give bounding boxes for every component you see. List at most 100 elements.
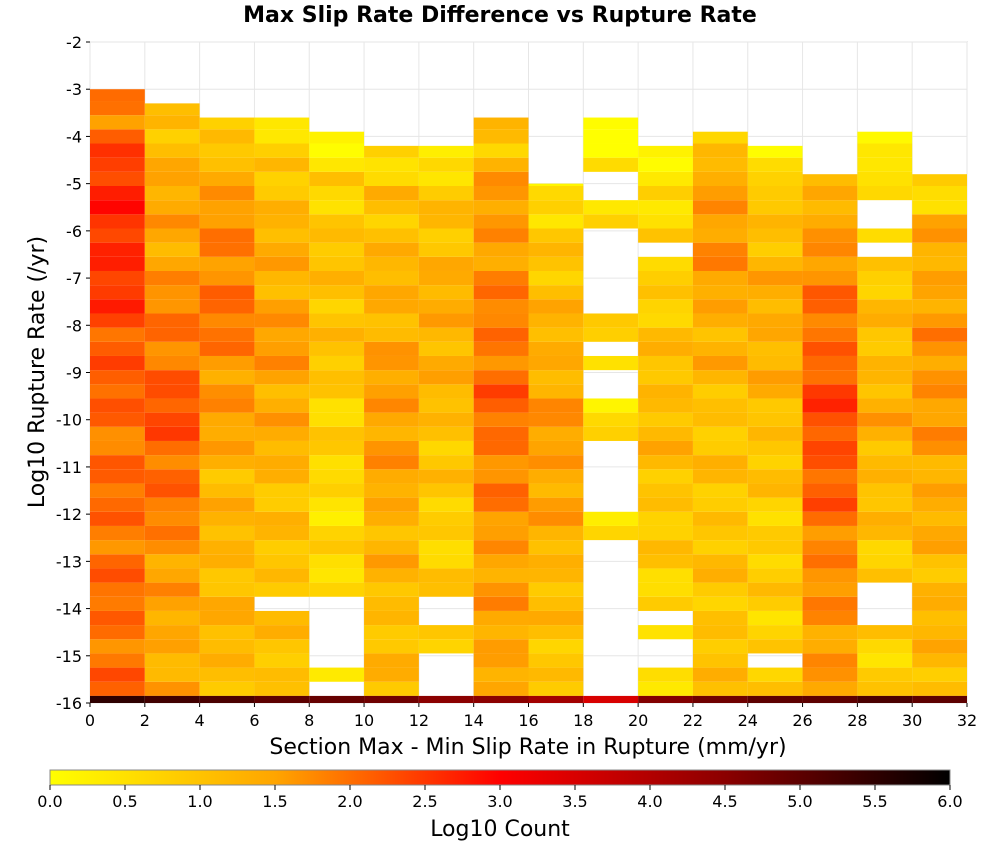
heatmap-cell: [912, 398, 967, 413]
heatmap-cell: [364, 511, 419, 526]
heatmap-cell: [747, 341, 803, 356]
heatmap-cell: [254, 412, 310, 427]
heatmap-cell: [199, 200, 255, 215]
heatmap-cell: [638, 355, 693, 371]
heatmap-cell: [802, 653, 858, 668]
heatmap-cell: [583, 355, 639, 371]
heatmap-cell: [418, 157, 474, 172]
heatmap-cell: [583, 129, 639, 144]
y-tick-label: -13: [56, 552, 82, 571]
heatmap-cell: [747, 157, 803, 172]
heatmap-cell: [254, 313, 310, 328]
heatmap-cell: [528, 285, 584, 300]
heatmap-cell: [912, 370, 967, 385]
colorbar: [49, 769, 951, 786]
heatmap-cell: [199, 412, 255, 427]
heatmap-cell: [583, 398, 639, 413]
heatmap-cell: [857, 143, 913, 158]
heatmap-cell: [528, 313, 584, 328]
heatmap-cell: [473, 313, 529, 328]
heatmap-cell: [692, 157, 748, 172]
colorbar-tick-label: 2.0: [337, 792, 362, 811]
heatmap-cell: [364, 171, 419, 187]
heatmap-cell: [692, 596, 748, 611]
heatmap-cell: [747, 582, 803, 597]
heatmap-cell: [199, 554, 255, 569]
heatmap-cell: [90, 186, 145, 201]
heatmap-cell: [199, 117, 255, 130]
heatmap-cell: [90, 610, 145, 626]
heatmap-cell: [199, 242, 255, 257]
heatmap-cell: [473, 171, 529, 187]
heatmap-cell: [638, 157, 693, 172]
heatmap-cell: [364, 667, 419, 682]
heatmap-cell: [857, 554, 913, 569]
heatmap-cell: [857, 384, 913, 399]
x-tick-label: 2: [140, 711, 150, 730]
heatmap-cell: [199, 511, 255, 526]
heatmap-cell: [912, 299, 967, 314]
heatmap-cell: [199, 568, 255, 583]
heatmap-cell: [254, 426, 310, 441]
heatmap-cell: [802, 214, 858, 229]
y-tick-label: -9: [66, 364, 82, 383]
heatmap-cell: [144, 610, 200, 626]
heatmap-cell: [528, 625, 584, 640]
x-tick-label: 14: [464, 711, 484, 730]
heatmap-cell-bottom-row: [309, 695, 365, 703]
heatmap-cell: [528, 384, 584, 399]
heatmap-cell: [364, 214, 419, 229]
heatmap-cell: [638, 341, 693, 356]
heatmap-cell: [747, 242, 803, 257]
heatmap-cell: [528, 540, 584, 555]
heatmap-cell: [747, 384, 803, 399]
heatmap-cell: [90, 129, 145, 144]
colorbar-tick-label: 1.0: [187, 792, 212, 811]
heatmap-cell: [254, 440, 310, 456]
heatmap-cell: [747, 440, 803, 456]
heatmap-cell: [528, 355, 584, 371]
heatmap-cell: [254, 525, 310, 541]
heatmap-cell: [638, 145, 693, 158]
heatmap-cell: [364, 582, 419, 597]
heatmap-cell: [857, 497, 913, 512]
heatmap-cell: [144, 270, 200, 286]
y-tick-label: -14: [56, 600, 82, 619]
heatmap-cell: [473, 596, 529, 611]
heatmap-cell-bottom-row: [144, 695, 200, 703]
heatmap-cell: [254, 117, 310, 130]
y-tick-label: -6: [66, 222, 82, 241]
heatmap-cell: [199, 313, 255, 328]
heatmap-cell: [747, 596, 803, 611]
heatmap-cell: [254, 455, 310, 470]
heatmap-cell: [857, 455, 913, 470]
heatmap-cell: [90, 653, 145, 668]
heatmap-cell: [144, 412, 200, 427]
heatmap-cell: [144, 455, 200, 470]
heatmap-cell: [802, 341, 858, 356]
heatmap-cell: [254, 242, 310, 257]
heatmap-cell: [199, 469, 255, 484]
heatmap-cell: [473, 384, 529, 399]
heatmap-cell: [309, 370, 365, 385]
heatmap-cell: [747, 398, 803, 413]
heatmap-cell: [473, 157, 529, 172]
heatmap-cell: [638, 299, 693, 314]
heatmap-cell: [254, 355, 310, 371]
heatmap-cell: [912, 469, 967, 484]
heatmap-cell: [857, 285, 913, 300]
heatmap-cell: [528, 327, 584, 342]
heatmap-cell: [309, 525, 365, 541]
heatmap-cell: [254, 540, 310, 555]
heatmap-cell: [199, 653, 255, 668]
heatmap-cell: [747, 370, 803, 385]
heatmap-cell: [912, 412, 967, 427]
heatmap-cell: [638, 384, 693, 399]
heatmap-cell: [912, 639, 967, 654]
heatmap-cell: [638, 426, 693, 441]
heatmap-cell: [418, 214, 474, 229]
colorbar-tick-label: 0.5: [112, 792, 137, 811]
heatmap-cell: [199, 327, 255, 342]
heatmap-cell: [528, 568, 584, 583]
heatmap-cell: [418, 540, 474, 555]
